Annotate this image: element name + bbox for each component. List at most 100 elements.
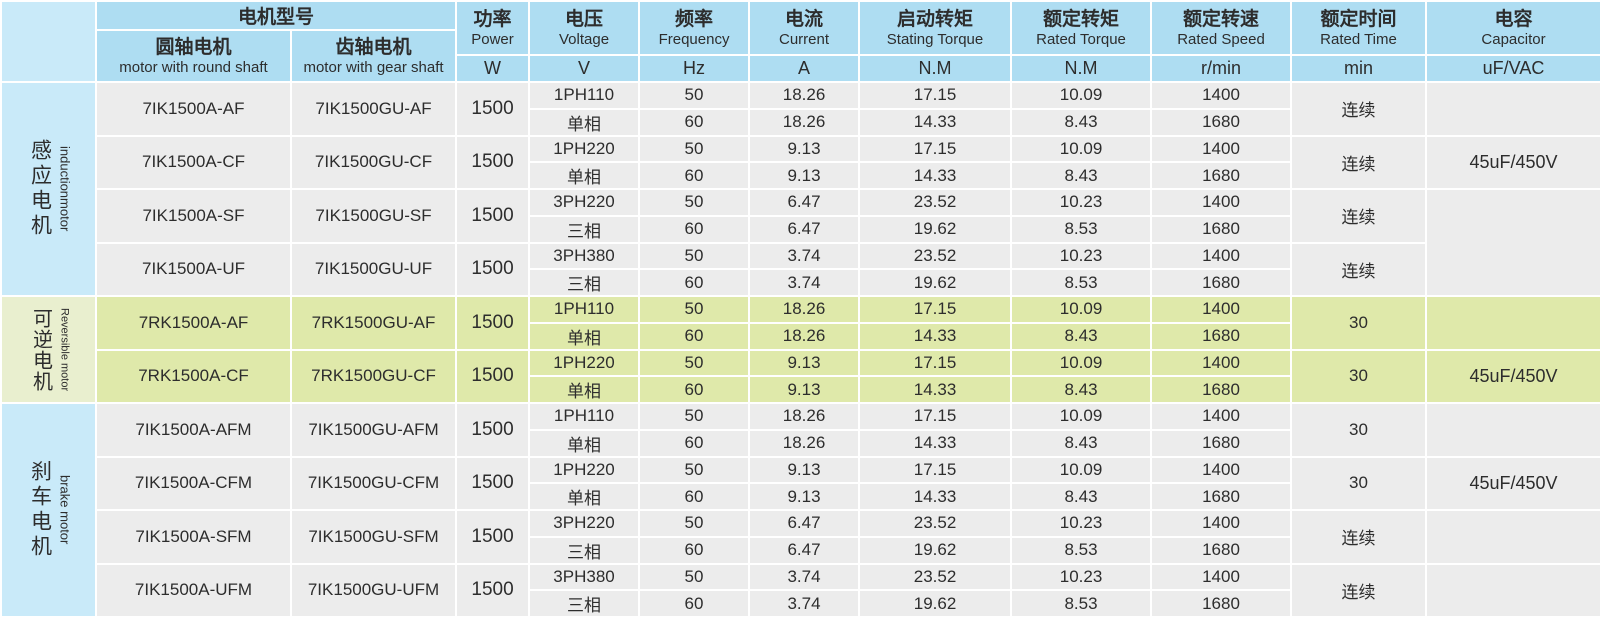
- cell-power: 1500: [455, 348, 531, 404]
- cell-rated-speed: 1400: [1150, 455, 1293, 484]
- cell-current: 18.26: [748, 107, 861, 137]
- cell-current: 9.13: [748, 161, 861, 190]
- header-row-units: W V Hz A N.M N.M r/min min uF/VAC: [1, 54, 1600, 83]
- cell-voltage: 3PH220: [528, 188, 641, 217]
- cell-current: 6.47: [748, 214, 861, 244]
- spec-subrow: 7IK1500A-UFM 7IK1500GU-UFM 1500 3PH380 50 3.7…: [1, 562, 1600, 618]
- header-capacitor-en: Capacitor: [1481, 31, 1546, 49]
- cell-rated-torque: 10.23: [1010, 562, 1153, 591]
- cell-rated-speed: 1400: [1150, 348, 1293, 377]
- cell-current: 3.74: [748, 268, 861, 297]
- cell-rated-torque: 8.53: [1010, 589, 1153, 618]
- table-body: 感应电机 inductionmotor 7IK1500A-AF 7IK1500GU-A…: [0, 81, 1600, 618]
- cell-voltage: 3PH380: [528, 241, 641, 270]
- cell-phase: 单相: [528, 428, 641, 458]
- header-current-en: Current: [779, 31, 830, 49]
- cell-starting-torque: 17.15: [858, 134, 1013, 163]
- cell-freq: 60: [638, 321, 751, 351]
- header-round-shaft-en: motor with round shaft: [119, 59, 268, 77]
- header-starting_torque-zh: 启动转矩: [897, 8, 974, 30]
- cell-freq: 50: [638, 81, 751, 110]
- header-frequency-en: Frequency: [658, 31, 730, 49]
- spec-subrow: 7IK1500A-SFM 7IK1500GU-SFM 1500 3PH220 50 6.4…: [1, 509, 1600, 565]
- spec-subrow: 7IK1500A-CFM 7IK1500GU-CFM 1500 1PH220 50 9.1…: [1, 455, 1600, 511]
- cell-starting-torque: 17.15: [858, 402, 1013, 431]
- cell-rated-time: 连续: [1290, 81, 1428, 137]
- cell-gear-shaft-model: 7IK1500GU-UF: [289, 241, 458, 297]
- cell-power: 1500: [455, 188, 531, 244]
- cell-rated-time: 连续: [1290, 562, 1428, 618]
- cell-capacitor: 45uF/450V: [1425, 134, 1600, 190]
- cell-current: 3.74: [748, 562, 861, 591]
- cell-current: 3.74: [748, 589, 861, 618]
- unit-voltage: V: [528, 54, 641, 83]
- cell-rated-time: 30: [1290, 348, 1428, 404]
- cell-starting-torque: 14.33: [858, 321, 1013, 351]
- cell-freq: 60: [638, 482, 751, 511]
- cell-starting-torque: 14.33: [858, 428, 1013, 458]
- motor-type-label-wrap: 感应电机 inductionmotor: [3, 84, 94, 294]
- header-rated_speed: 额定转速 Rated Speed: [1150, 0, 1293, 56]
- cell-phase: 单相: [528, 375, 641, 404]
- cell-current: 18.26: [748, 81, 861, 110]
- cell-phase: 三相: [528, 268, 641, 297]
- cell-gear-shaft-model: 7RK1500GU-AF: [289, 295, 458, 351]
- spec-subrow: 感应电机 inductionmotor 7IK1500A-AF 7IK1500GU-A…: [0, 81, 1600, 297]
- unit-rated_speed: r/min: [1150, 54, 1293, 83]
- cell-rated-speed: 1400: [1150, 81, 1293, 110]
- cell-starting-torque: 14.33: [858, 482, 1013, 511]
- cell-round-shaft-model: 7IK1500A-UF: [95, 241, 292, 297]
- cell-rated-speed: 1680: [1150, 107, 1293, 137]
- motor-type-section-label: 感应电机 inductionmotor: [0, 81, 97, 297]
- cell-current: 6.47: [748, 509, 861, 538]
- cell-current: 3.74: [748, 241, 861, 270]
- spec-subrow: 单相 60 9.13 14.33 8.43 1680: [1, 161, 1600, 190]
- cell-round-shaft-model: 7RK1500A-CF: [95, 348, 292, 404]
- cell-rated-torque: 10.23: [1010, 241, 1153, 270]
- cell-phase: 单相: [528, 321, 641, 351]
- motor-type-label-zh: 感应电机: [28, 139, 52, 239]
- cell-round-shaft-model: 7IK1500A-AF: [95, 81, 292, 137]
- cell-current: 18.26: [748, 321, 861, 351]
- cell-round-shaft-model: 7RK1500A-AF: [95, 295, 292, 351]
- header-gear-shaft-zh: 齿轴电机: [335, 36, 412, 58]
- cell-rated-speed: 1680: [1150, 589, 1293, 618]
- cell-rated-torque: 8.43: [1010, 482, 1153, 511]
- cell-rated-time: 连续: [1290, 134, 1428, 190]
- cell-gear-shaft-model: 7IK1500GU-AF: [289, 81, 458, 137]
- spec-subrow: 7IK1500A-CF 7IK1500GU-CF 1500 1PH220 50 9.13 1…: [1, 134, 1600, 190]
- cell-current: 18.26: [748, 402, 861, 431]
- header-gear-shaft-en: motor with gear shaft: [303, 59, 444, 77]
- cell-starting-torque: 19.62: [858, 214, 1013, 244]
- header-rated_torque: 额定转矩 Rated Torque: [1010, 0, 1153, 56]
- corner-cell: [0, 0, 97, 83]
- cell-freq: 60: [638, 214, 751, 244]
- cell-rated-speed: 1680: [1150, 161, 1293, 190]
- cell-rated-speed: 1400: [1150, 295, 1293, 324]
- cell-rated-torque: 8.43: [1010, 161, 1153, 190]
- header-frequency-zh: 频率: [675, 8, 714, 30]
- motor-type-label-en: brake motor: [57, 475, 73, 545]
- unit-capacitor: uF/VAC: [1425, 54, 1600, 83]
- cell-current: 9.13: [748, 482, 861, 511]
- cell-capacitor: [1425, 188, 1600, 297]
- cell-freq: 50: [638, 509, 751, 538]
- cell-round-shaft-model: 7IK1500A-UFM: [95, 562, 292, 618]
- cell-current: 6.47: [748, 188, 861, 217]
- cell-rated-speed: 1680: [1150, 321, 1293, 351]
- cell-freq: 50: [638, 134, 751, 163]
- header-round-shaft-zh: 圆轴电机: [155, 36, 232, 58]
- cell-starting-torque: 14.33: [858, 375, 1013, 404]
- cell-freq: 50: [638, 562, 751, 591]
- cell-phase: 三相: [528, 214, 641, 244]
- header-capacitor-zh: 电容: [1494, 8, 1533, 30]
- cell-freq: 50: [638, 188, 751, 217]
- cell-capacitor: [1425, 295, 1600, 351]
- cell-current: 9.13: [748, 455, 861, 484]
- cell-starting-torque: 19.62: [858, 589, 1013, 618]
- cell-power: 1500: [455, 562, 531, 618]
- cell-rated-speed: 1680: [1150, 428, 1293, 458]
- motor-type-label-zh: 可逆电机: [29, 307, 52, 392]
- cell-starting-torque: 19.62: [858, 535, 1013, 565]
- spec-subrow: 单相 60 18.26 14.33 8.43 1680: [1, 321, 1600, 351]
